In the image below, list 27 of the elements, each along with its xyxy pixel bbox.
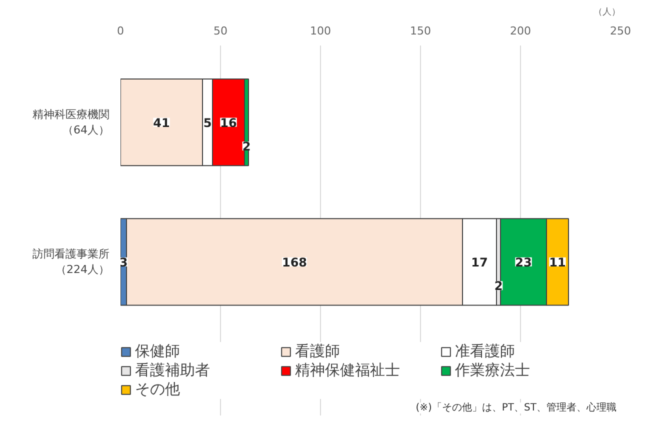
- data-label: 16: [220, 116, 237, 130]
- y-tick-label: 精神科医療機関（64人）: [32, 108, 110, 137]
- data-label: 17: [471, 255, 488, 270]
- x-tick-label: 50: [214, 24, 228, 38]
- legend-label: 看護師: [295, 342, 341, 361]
- legend-label: 保健師: [135, 342, 181, 361]
- legend-label: 看護補助者: [135, 361, 211, 380]
- y-tick-label: 訪問看護事業所（224人）: [32, 248, 110, 276]
- data-label: 168: [282, 255, 308, 270]
- data-label: 5: [203, 116, 212, 130]
- x-tick-label: 0: [117, 24, 124, 38]
- legend-label: その他: [135, 380, 181, 399]
- x-tick-label: 150: [410, 24, 431, 38]
- annotation: (※)「その他」は、PT、ST、管理者、心理職: [416, 402, 617, 414]
- legend-label: 精神保健福祉士: [295, 361, 401, 380]
- legend-label: 准看護師: [455, 342, 516, 361]
- data-label: 2: [242, 140, 251, 154]
- data-label: 41: [153, 116, 170, 130]
- x-tick-label: 200: [510, 24, 531, 38]
- x-tick-label: 100: [310, 24, 331, 38]
- x-axis-title: （人）: [594, 6, 620, 18]
- data-label: 2: [494, 279, 503, 294]
- data-label: 3: [119, 255, 128, 270]
- x-tick-label: 250: [610, 24, 631, 38]
- legend-label: 作業療法士: [455, 361, 531, 380]
- data-label: 23: [515, 255, 532, 270]
- data-label: 11: [549, 255, 566, 270]
